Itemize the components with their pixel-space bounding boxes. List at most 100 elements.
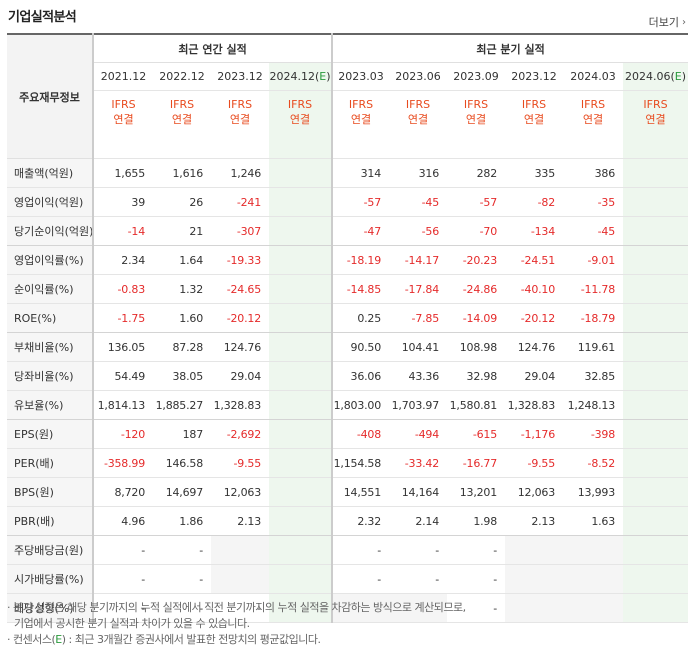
table-cell: [269, 390, 334, 420]
ifrs-label: IFRS: [405, 98, 431, 111]
row-label: EPS(원): [7, 419, 94, 449]
estimate-mark: E: [55, 633, 62, 646]
consolidated-label: 연결: [582, 113, 604, 126]
table-cell: 2.32: [332, 506, 390, 536]
row-label: BPS(원): [7, 477, 94, 507]
table-cell: [211, 564, 269, 594]
table-cell: -33.42: [389, 448, 448, 478]
table-cell: 1,328.83: [505, 390, 564, 420]
table-cell: -24.86: [447, 274, 506, 304]
table-cell: [623, 564, 689, 594]
table-cell: -: [447, 535, 506, 565]
table-cell: [269, 158, 334, 188]
more-link[interactable]: 더보기 ›: [649, 14, 686, 30]
table-cell: [269, 477, 334, 507]
period-header: 2023.12: [211, 62, 269, 91]
ifrs-header: IFRS 연결: [269, 90, 334, 159]
table-cell: -82: [505, 187, 564, 217]
table-cell: -18.79: [563, 303, 624, 333]
row-label: 당기순이익(억원): [7, 216, 94, 246]
table-cell: -20.12: [505, 303, 564, 333]
table-cell: -18.19: [332, 245, 390, 275]
consolidated-label: 연결: [113, 113, 134, 126]
table-cell: [623, 303, 689, 333]
table-cell: -398: [563, 419, 624, 449]
table-cell: 1,803.00: [332, 390, 390, 420]
table-cell: -19.33: [211, 245, 269, 275]
table-cell: 29.04: [211, 361, 269, 391]
table-cell: -35: [563, 187, 624, 217]
table-row: 배당성향(%) - - - -: [7, 593, 689, 623]
row-label: 영업이익률(%): [7, 245, 94, 275]
row-label: PBR(배): [7, 506, 94, 536]
table-cell: 386: [563, 158, 624, 188]
table-cell: -20.23: [447, 245, 506, 275]
table-cell: 335: [505, 158, 564, 188]
footnote-2: 기업에서 공시한 분기 실적과 차이가 있을 수 있습니다.: [14, 617, 250, 630]
ifrs-label: IFRS: [227, 98, 253, 111]
table-cell: [269, 187, 334, 217]
table-cell: -57: [447, 187, 506, 217]
table-cell: [563, 535, 624, 565]
consolidated-label: 연결: [350, 113, 372, 126]
table-cell: 124.76: [211, 332, 269, 362]
table-cell: [332, 593, 390, 623]
table-cell: -24.51: [505, 245, 564, 275]
table-cell: [269, 448, 334, 478]
table-cell: -: [332, 564, 390, 594]
table-cell: 29.04: [505, 361, 564, 391]
table-cell: [623, 535, 689, 565]
table-cell: 124.76: [505, 332, 564, 362]
table-cell: -16.77: [447, 448, 506, 478]
table-cell: [623, 245, 689, 275]
table-cell: 119.61: [563, 332, 624, 362]
row-label: ROE(%): [7, 303, 94, 333]
table-row: 순이익률(%) -0.83 1.32 -24.65 -14.85 -17.84 -24.86…: [7, 274, 689, 304]
table-cell: -40.10: [505, 274, 564, 304]
table-cell: 1,655: [93, 158, 153, 188]
ifrs-header: IFRS 연결: [153, 90, 211, 159]
table-cell: -120: [93, 419, 153, 449]
table-cell: [269, 535, 334, 565]
ifrs-header: IFRS 연결: [211, 90, 269, 159]
table-cell: -47: [332, 216, 390, 246]
table-cell: [623, 419, 689, 449]
row-label: 영업이익(억원): [7, 187, 94, 217]
table-cell: 104.41: [389, 332, 448, 362]
table-cell: -241: [211, 187, 269, 217]
table-cell: 146.58: [153, 448, 211, 478]
table-cell: 136.05: [93, 332, 153, 362]
table-cell: [505, 593, 564, 623]
estimate-mark: E: [319, 70, 327, 83]
table-cell: 54.49: [93, 361, 153, 391]
table-cell: -: [153, 535, 211, 565]
table-cell: 8,720: [93, 477, 153, 507]
table-cell: -: [93, 564, 153, 594]
table-cell: -14.85: [332, 274, 390, 304]
row-label: 배당성향(%): [7, 593, 94, 623]
table-cell: [269, 332, 334, 362]
table-cell: -: [447, 593, 506, 623]
table-row: 당기순이익(억원) -14 21 -307 -47 -56 -70 -134 -45: [7, 216, 689, 246]
period-label: 2024.06(: [625, 70, 675, 83]
table-cell: 12,063: [505, 477, 564, 507]
ifrs-label: IFRS: [521, 98, 547, 111]
table-cell: 1.32: [153, 274, 211, 304]
table-cell: 4.96: [93, 506, 153, 536]
table-row: 주당배당금(원) - - - - -: [7, 535, 689, 565]
table-cell: [563, 593, 624, 623]
period-header: 2021.12: [93, 62, 153, 91]
table-cell: [623, 593, 689, 623]
annual-group-header: 최근 연간 실적: [93, 33, 334, 63]
table-cell: [211, 535, 269, 565]
table-cell: 2.13: [211, 506, 269, 536]
row-label: PER(배): [7, 448, 94, 478]
ifrs-header: IFRS 연결: [93, 90, 153, 159]
ifrs-label: IFRS: [287, 98, 313, 111]
table-cell: [269, 303, 334, 333]
table-cell: [269, 564, 334, 594]
table-cell: [505, 564, 564, 594]
table-cell: 1,248.13: [563, 390, 624, 420]
table-cell: -: [153, 564, 211, 594]
ifrs-header: IFRS 연결: [332, 90, 390, 159]
